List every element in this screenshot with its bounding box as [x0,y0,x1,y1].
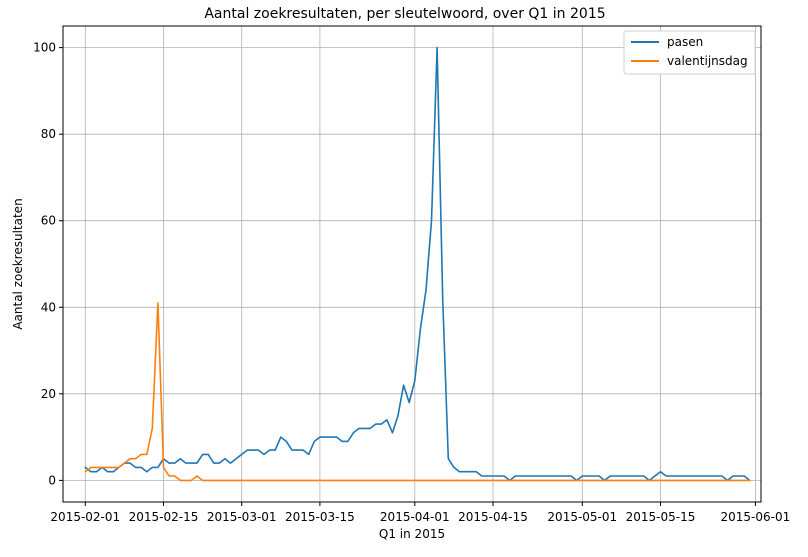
x-axis: 2015-02-01 2015-02-15 2015-03-01 2015-03-15… [50,502,790,524]
chart-title: Aantal zoekresultaten, per sleutelwoord,… [204,6,605,22]
y-tick-label: 100 [33,41,56,55]
plot-area-frame [62,25,762,503]
legend-label-pasen: pasen [667,35,703,49]
x-tick-label: 2015-05-15 [626,510,696,524]
series-line-pasen [84,46,751,482]
x-axis-title: Q1 in 2015 [379,527,445,541]
grid [63,26,761,502]
series-layer [84,46,751,482]
y-axis: 0 20 40 60 80 100 [33,41,63,487]
x-tick-label: 2015-06-01 [721,510,791,524]
y-tick-label: 40 [41,300,56,314]
x-tick-label: 2015-04-15 [458,510,528,524]
y-axis-title: Aantal zoekresultaten [11,198,25,329]
y-tick-label: 60 [41,214,56,228]
x-tick-label: 2015-02-01 [50,510,120,524]
x-tick-label: 2015-02-15 [129,510,199,524]
x-tick-label: 2015-03-01 [207,510,277,524]
x-tick-label: 2015-03-15 [285,510,355,524]
y-tick-label: 20 [41,387,56,401]
y-tick-label: 0 [48,473,56,487]
x-tick-label: 2015-05-01 [547,510,617,524]
series-line-valentijnsdag [84,302,751,482]
y-tick-label: 80 [41,127,56,141]
x-tick-label: 2015-04-01 [380,510,450,524]
legend-label-valentijnsdag: valentijnsdag [667,54,748,68]
legend: pasen valentijnsdag [623,30,756,75]
